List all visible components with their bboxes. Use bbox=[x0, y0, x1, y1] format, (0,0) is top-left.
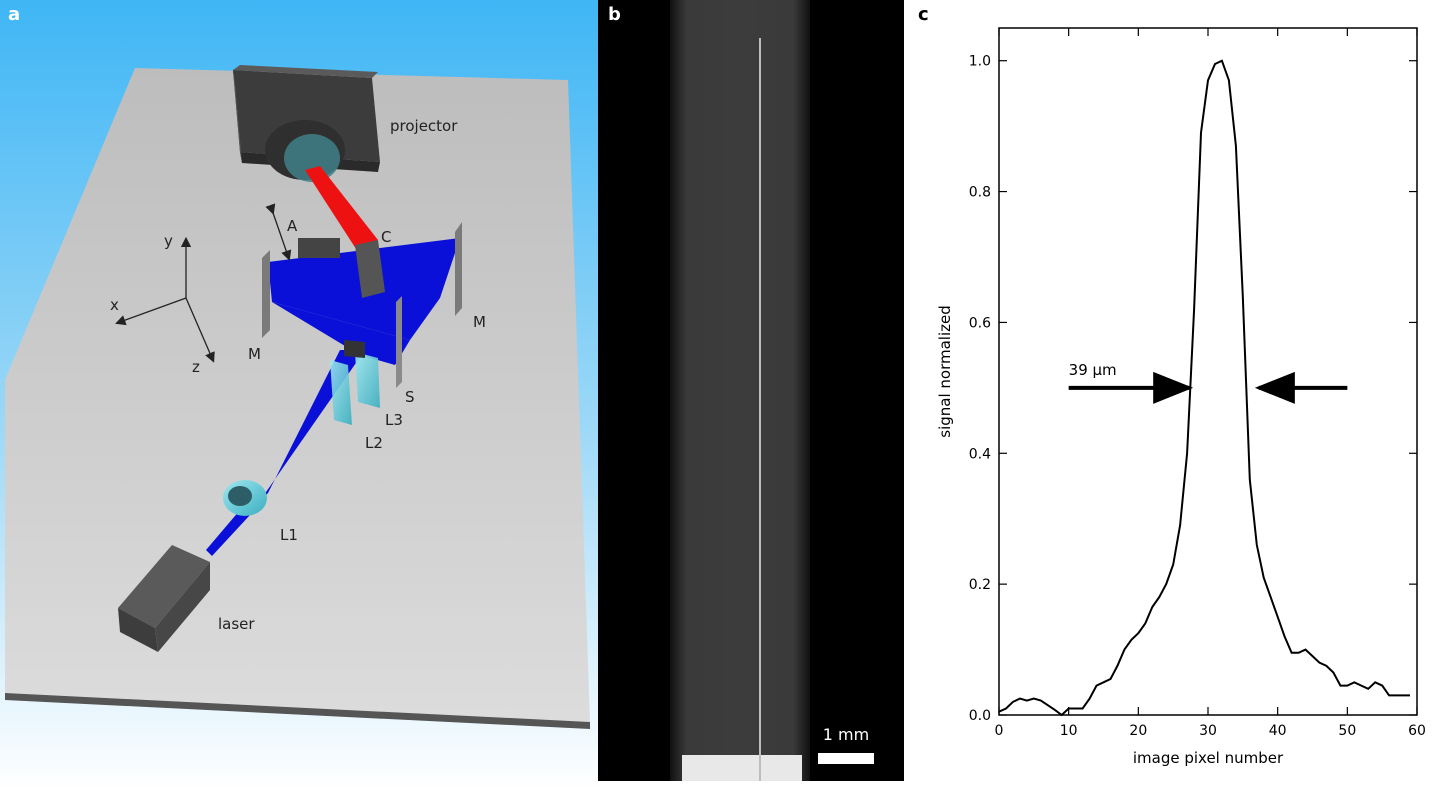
y-tick-label: 0.4 bbox=[969, 446, 991, 462]
laser-device bbox=[118, 545, 210, 652]
profile-chart: c 0 10 20 30 40 50 60 0.0 0.2 0.4 0.6 0.8 1.0 39 µm… bbox=[918, 4, 1426, 767]
label-laser: laser bbox=[218, 615, 255, 633]
profile-series-line bbox=[998, 59, 1410, 717]
panel-letter-a: a bbox=[8, 4, 20, 25]
lens-L3 bbox=[355, 352, 380, 408]
mirror-left bbox=[262, 250, 270, 338]
block-A bbox=[298, 238, 340, 258]
table-edge bbox=[5, 693, 590, 729]
label-projector: projector bbox=[390, 117, 458, 135]
y-tick-label: 0.0 bbox=[969, 708, 991, 724]
label-axis-y: y bbox=[164, 232, 173, 250]
plot-frame bbox=[998, 27, 1418, 716]
projector-device bbox=[233, 65, 380, 182]
label-C: C bbox=[381, 228, 391, 246]
slit-S bbox=[396, 296, 402, 388]
coordinate-axes bbox=[115, 236, 215, 363]
x-tick-label: 40 bbox=[1269, 723, 1287, 739]
label-L1: L1 bbox=[280, 526, 298, 544]
lens-L1 bbox=[223, 480, 267, 516]
label-A: A bbox=[287, 217, 298, 235]
light-sheet-photo: 1 mm b bbox=[598, 0, 904, 781]
panel-letter-c: c bbox=[918, 4, 929, 25]
projector-beam bbox=[305, 166, 378, 252]
panel-letter-b: b bbox=[608, 4, 621, 25]
panel-a-setup-illustration: a projector A C M M S L3 L2 L1 laser y x… bbox=[0, 0, 598, 791]
label-axis-z: z bbox=[192, 358, 200, 376]
displacement-arrow-A bbox=[265, 203, 292, 261]
label-M-left: M bbox=[248, 345, 261, 363]
x-tick-label: 30 bbox=[1199, 723, 1217, 739]
x-tick-label: 50 bbox=[1338, 723, 1356, 739]
setup-scene: a projector A C M M S L3 L2 L1 laser y x… bbox=[0, 0, 598, 791]
lens-L2 bbox=[330, 360, 352, 425]
label-axis-x: x bbox=[110, 296, 119, 314]
camera-C bbox=[355, 240, 385, 298]
label-M-right: M bbox=[473, 313, 486, 331]
bright-bottom-region bbox=[682, 755, 802, 781]
panel-c-profile-chart: c 0 10 20 30 40 50 60 0.0 0.2 0.4 0.6 0.8 1.0 39 µm… bbox=[904, 0, 1450, 791]
width-annotation: 39 µm bbox=[1069, 361, 1117, 379]
scale-bar-label: 1 mm bbox=[823, 725, 869, 744]
x-axis-ticks: 0 10 20 30 40 50 60 bbox=[995, 28, 1426, 739]
label-L2: L2 bbox=[365, 434, 383, 452]
x-axis-label: image pixel number bbox=[1133, 749, 1284, 767]
label-S: S bbox=[405, 388, 415, 406]
x-tick-label: 0 bbox=[995, 723, 1004, 739]
y-tick-label: 0.8 bbox=[969, 185, 991, 201]
y-axis-label: signal normalized bbox=[936, 305, 954, 438]
scale-bar bbox=[818, 753, 874, 764]
y-tick-label: 0.6 bbox=[969, 315, 991, 331]
x-tick-label: 10 bbox=[1060, 723, 1078, 739]
illuminated-band bbox=[670, 0, 810, 781]
lens-holder bbox=[344, 340, 365, 358]
y-tick-label: 0.2 bbox=[969, 577, 991, 593]
mirror-right bbox=[455, 222, 462, 316]
y-axis-ticks: 0.0 0.2 0.4 0.6 0.8 1.0 bbox=[969, 54, 1417, 724]
x-tick-label: 20 bbox=[1129, 723, 1147, 739]
x-tick-label: 60 bbox=[1408, 723, 1426, 739]
optical-table bbox=[5, 68, 590, 722]
label-L3: L3 bbox=[385, 411, 403, 429]
panel-b-light-sheet-image: 1 mm b bbox=[598, 0, 904, 791]
y-tick-label: 1.0 bbox=[969, 54, 991, 70]
